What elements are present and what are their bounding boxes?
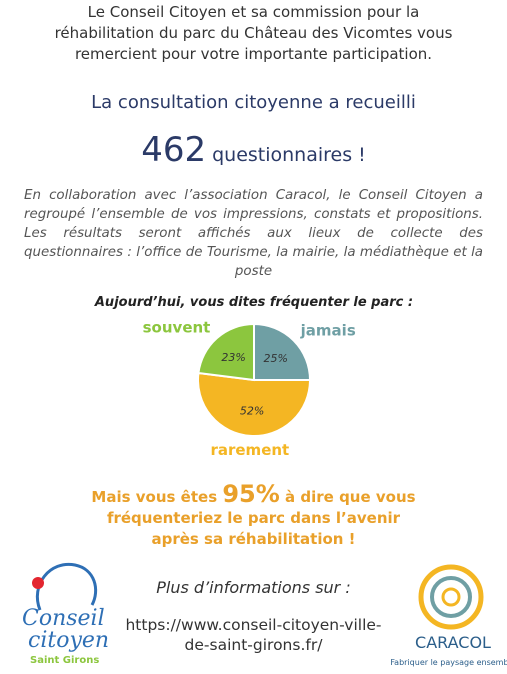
logo-spiral-inner: [441, 587, 461, 607]
logo-left-place: Saint Girons: [30, 655, 99, 666]
intro: Le Conseil Citoyen et sa commission pour…: [54, 3, 453, 63]
value-label: 25%: [264, 352, 288, 365]
future-after: à dire que vous fréquenteriez le parc da…: [106, 488, 416, 548]
value-label: 52%: [240, 405, 264, 418]
value-label: 23%: [221, 351, 245, 364]
logo-head: [35, 562, 98, 611]
future-highlight: 95%: [222, 480, 280, 508]
logo-spiral-outer: [418, 564, 484, 630]
logo-left-line2: citoyen: [28, 628, 109, 653]
future: Mais vous êtes 95% à dire que vous fréqu…: [90, 482, 417, 550]
category-label: souvent: [143, 318, 211, 336]
logo-left-line1: Conseil: [22, 606, 105, 631]
consultation: La consultation citoyenne a recueilli: [91, 92, 416, 113]
logo-right-name: CARACOL: [415, 633, 491, 652]
count: 462 questionnaires !: [0, 130, 507, 170]
pie-chart: Aujourd’hui, vous dites fréquenter le pa…: [94, 295, 413, 459]
logo-right-tagline: Fabriquer le paysage ensemble: [390, 658, 507, 667]
count-number: 462: [141, 130, 207, 170]
collaboration: En collaboration avec l’association Cara…: [24, 188, 483, 279]
future-before: Mais vous êtes: [91, 488, 218, 506]
logo-right: CARACOL Fabriquer le paysage ensemble: [390, 564, 507, 667]
pie-slice: [197, 322, 255, 382]
category-label: jamais: [300, 322, 356, 340]
count-unit: questionnaires !: [212, 144, 366, 166]
pie-slice: [253, 322, 312, 381]
more-info: Plus d’informations sur :: [156, 578, 351, 597]
logo-spiral-mid: [430, 576, 472, 618]
url[interactable]: https://www.conseil-citoyen-ville-de-sai…: [125, 616, 382, 654]
pie-slice: [197, 371, 312, 437]
logo-dot: [32, 577, 44, 589]
category-label: rarement: [210, 441, 289, 459]
logos: Conseil citoyen Saint Girons CARACOL Fab…: [22, 562, 507, 667]
logo-left: Conseil citoyen Saint Girons: [22, 562, 109, 666]
chart-title: Aujourd’hui, vous dites fréquenter le pa…: [94, 295, 413, 310]
